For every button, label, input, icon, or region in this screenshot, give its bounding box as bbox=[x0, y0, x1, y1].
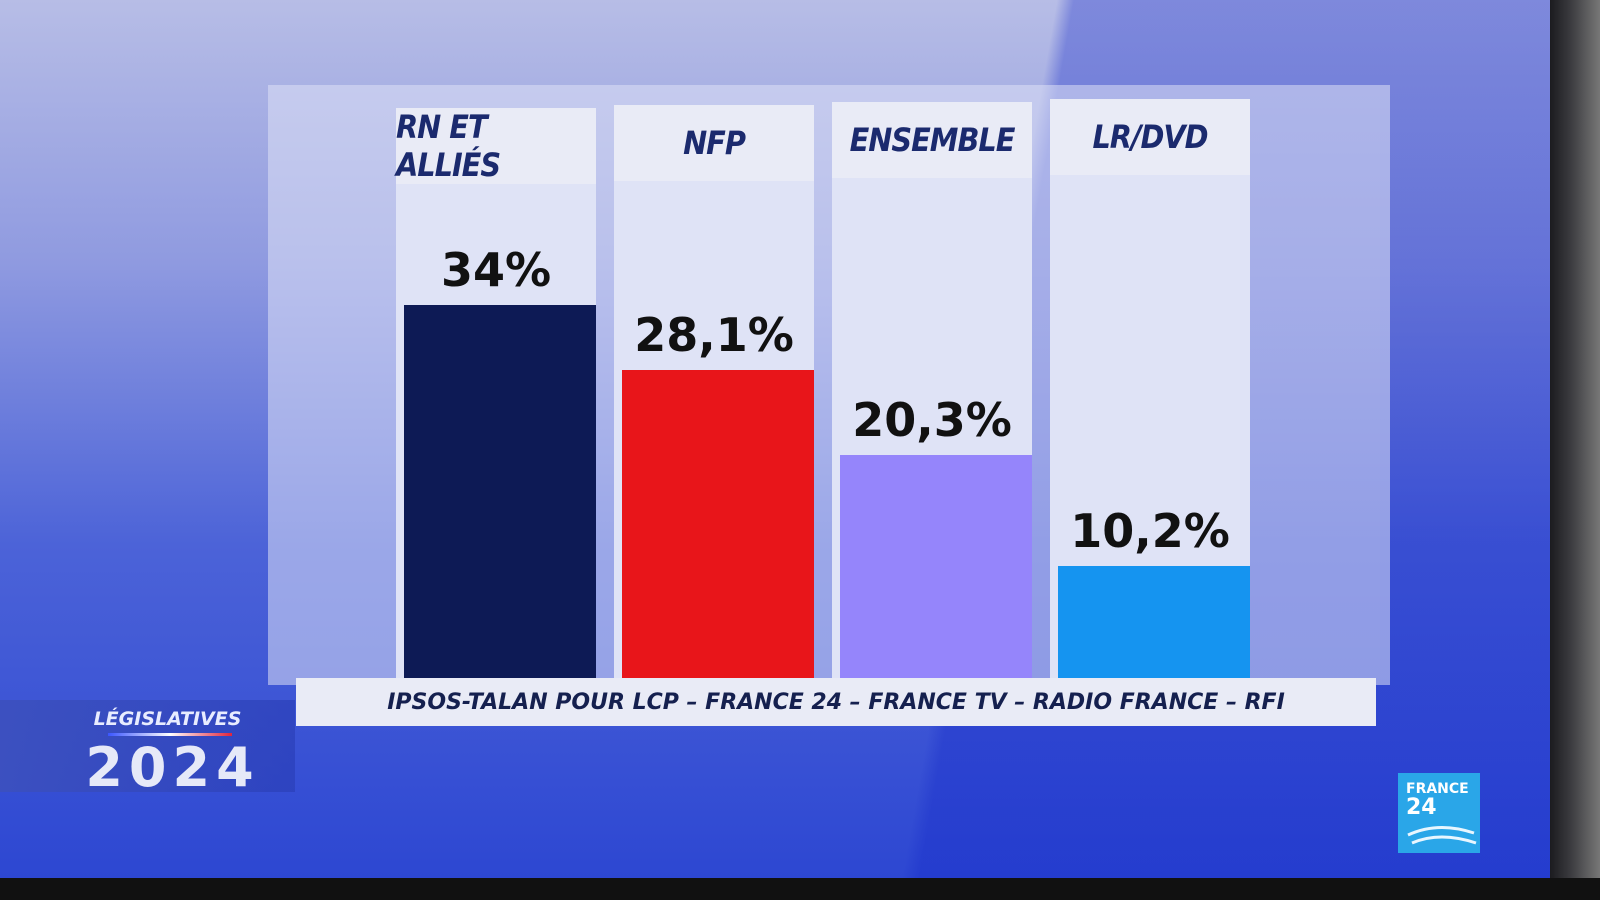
category-label: ENSEMBLE bbox=[832, 102, 1032, 178]
tv-bezel-bottom bbox=[0, 878, 1600, 900]
logo-line2: 24 bbox=[1406, 795, 1437, 820]
value-label: 34% bbox=[440, 243, 552, 297]
value-label: 10,2% bbox=[1070, 504, 1230, 558]
tv-bezel-right bbox=[1550, 0, 1600, 900]
logo-wave-icon bbox=[1407, 825, 1477, 845]
election-brand: LÉGISLATIVES 2024 bbox=[0, 700, 295, 799]
bar bbox=[622, 370, 814, 678]
value-label: 28,1% bbox=[634, 308, 794, 362]
logo-line1: FRANCE bbox=[1406, 781, 1469, 797]
category-label: RN ET ALLIÉS bbox=[396, 108, 596, 184]
category-label: NFP bbox=[614, 105, 814, 181]
tv-screen: RN ET ALLIÉS 34% NFP 28,1% ENSEMBLE 20,3% LR/D… bbox=[0, 0, 1550, 878]
bar bbox=[404, 305, 596, 678]
brand-year: 2024 bbox=[85, 736, 260, 799]
bar bbox=[1058, 566, 1250, 678]
france24-logo: FRANCE 24 bbox=[1398, 773, 1480, 853]
bar bbox=[840, 455, 1032, 678]
brand-tricolor-line bbox=[108, 733, 232, 736]
category-label: LR/DVD bbox=[1050, 99, 1250, 175]
poll-source: IPSOS-TALAN POUR LCP – FRANCE 24 – FRANC… bbox=[296, 678, 1376, 726]
brand-label: LÉGISLATIVES bbox=[93, 708, 242, 730]
value-label: 20,3% bbox=[852, 393, 1012, 447]
